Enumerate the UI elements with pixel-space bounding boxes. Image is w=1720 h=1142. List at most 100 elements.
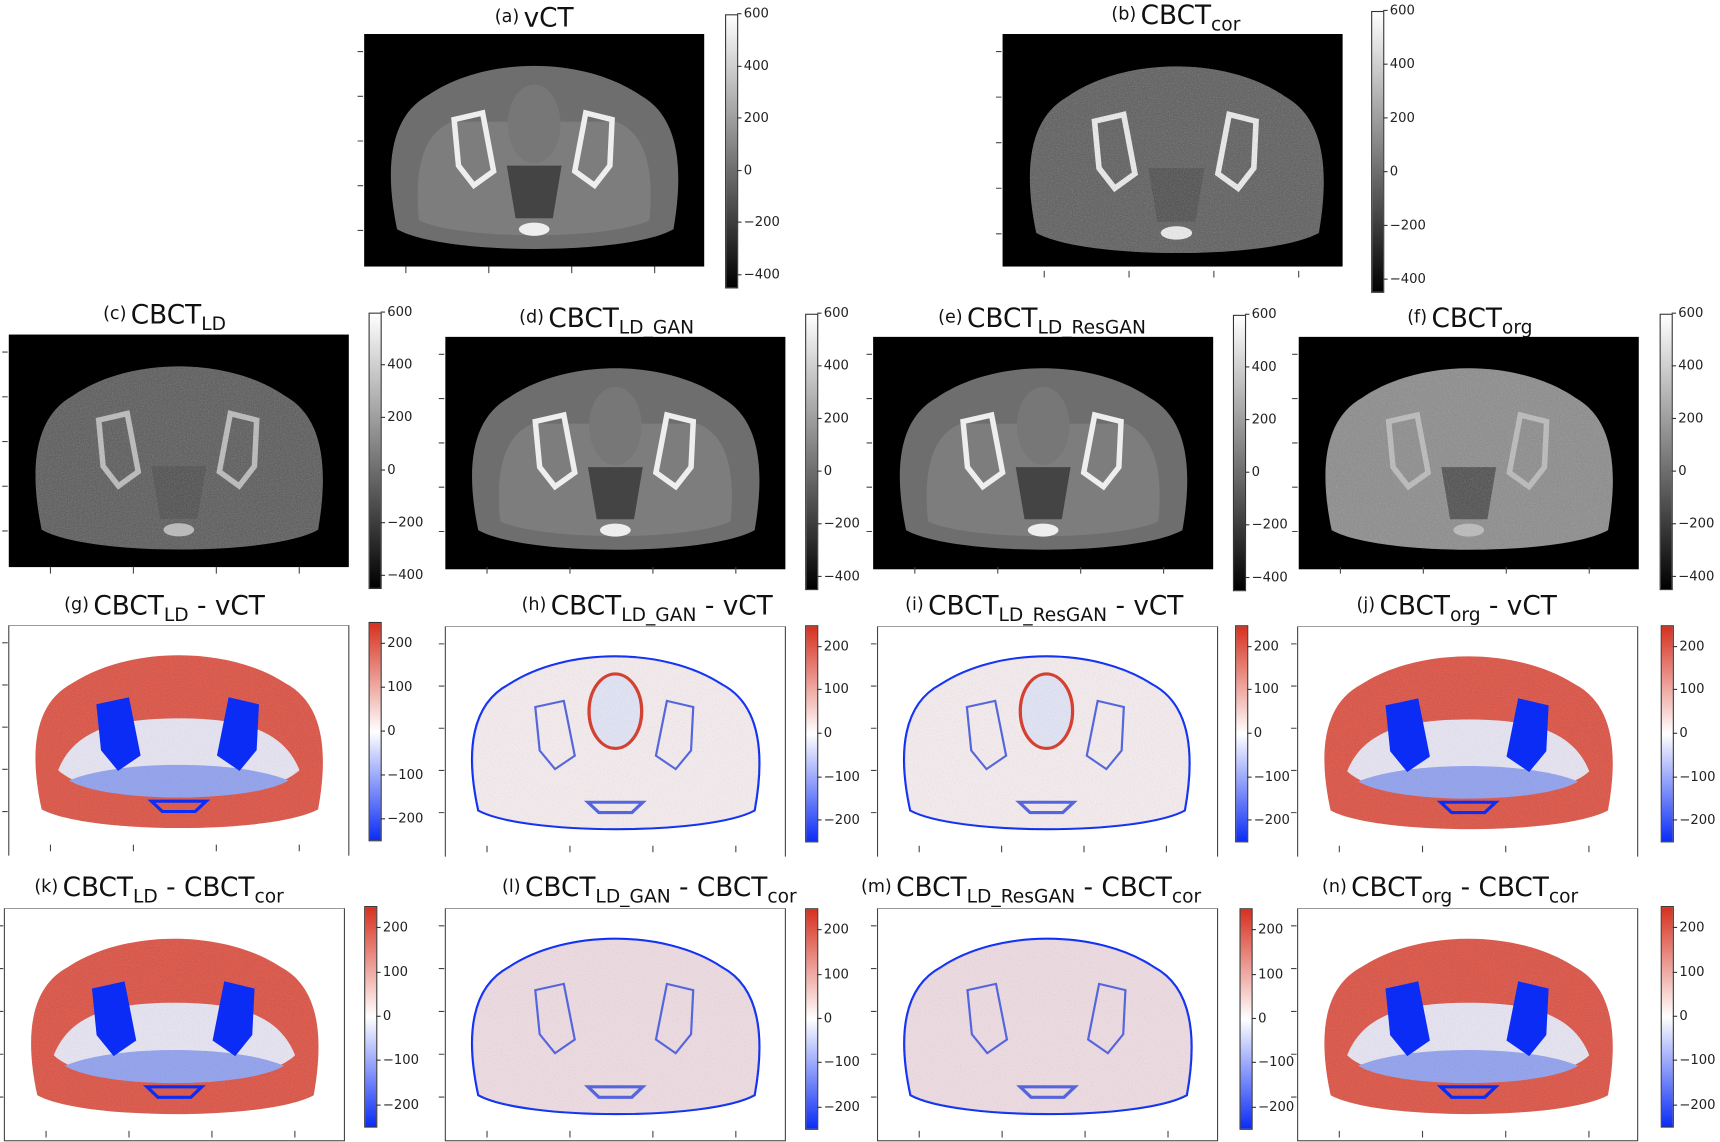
- panel-title-i: (i) CBCTLD_ResGAN - vCT: [905, 592, 1183, 624]
- coccyx-diff: [143, 1085, 206, 1099]
- colorbar-tick-label: 200: [1251, 921, 1284, 937]
- colorbar-tick-label: −200: [380, 514, 424, 530]
- panel-label: (e): [938, 306, 963, 327]
- colorbar-tick-label: 0: [380, 722, 396, 739]
- panel-label: (j): [1356, 593, 1376, 615]
- left-hip-bone: [532, 411, 578, 491]
- left-hip-bone-diff: [96, 697, 141, 771]
- panel-label: (a): [494, 5, 520, 27]
- colorbar-b: [1371, 10, 1385, 293]
- title-subscript: LD_GAN: [595, 886, 671, 909]
- title-minus: -: [1480, 590, 1507, 621]
- panel-image-l: [438, 908, 786, 1142]
- left-hip-bone-diff: [534, 699, 576, 771]
- title-subscript: LD: [133, 886, 158, 909]
- colorbar-tick-label: −200: [1244, 516, 1288, 532]
- colorbar-tick-label: −200: [1247, 811, 1290, 828]
- panel-image-k: [0, 908, 345, 1142]
- title-subscript: cor: [1211, 14, 1241, 37]
- colorbar-tick-label: 0: [1673, 725, 1688, 741]
- title-subscript: org: [1501, 317, 1533, 339]
- left-hip-bone: [960, 411, 1006, 491]
- title-base: CBCT: [967, 302, 1038, 334]
- colorbar-tick-label: 200: [817, 921, 849, 937]
- coccyx: [1027, 523, 1059, 537]
- colorbar-tick-label: 400: [1671, 357, 1704, 373]
- left-hip-bone-diff: [1385, 981, 1430, 1057]
- colorbar-tick-label: 400: [737, 57, 769, 74]
- colorbar-tick-label: 100: [817, 681, 849, 697]
- panel-title-f: (f) CBCTorg: [1407, 305, 1532, 337]
- colorbar-tick-label: −400: [1244, 569, 1288, 585]
- left-hip-bone: [451, 109, 497, 190]
- panel-image-d: [438, 336, 786, 574]
- title-base: vCT: [523, 2, 574, 33]
- title-minus: -: [670, 872, 697, 903]
- rectum-region: [506, 165, 562, 219]
- colorbar-d: [805, 313, 819, 591]
- panel-title-g: (g) CBCTLD - vCT: [64, 592, 265, 624]
- panel-title-a: (a) vCT: [495, 4, 574, 30]
- title-ref-base: vCT: [1506, 590, 1557, 621]
- noise-overlay: [1029, 66, 1324, 254]
- left-hip-bone-diff: [91, 981, 137, 1057]
- colorbar-tick-label: −100: [1672, 768, 1716, 784]
- title-minus: -: [1452, 872, 1479, 903]
- title-ref-subscript: cor: [1548, 886, 1579, 909]
- colorbar-tick-label: −200: [817, 811, 860, 828]
- colorbar-tick-label: −400: [817, 568, 860, 584]
- colorbar-tick-label: 400: [380, 356, 413, 372]
- title-minus: -: [157, 872, 184, 903]
- title-base: CBCT: [1351, 872, 1422, 903]
- title-ref-base: vCT: [722, 590, 773, 621]
- right-hip-bone-diff: [1506, 981, 1549, 1057]
- colorbar-tick-label: 0: [376, 1008, 392, 1024]
- colorbar-tick-label: −200: [817, 515, 860, 531]
- panel-image-i: [870, 626, 1219, 857]
- colorbar-tick-label: 200: [376, 919, 408, 935]
- colorbar-e: [1232, 314, 1247, 592]
- colorbar-tick-label: 100: [1251, 965, 1284, 982]
- title-base: CBCT: [550, 590, 622, 621]
- colorbar-tick-label: 200: [817, 638, 849, 654]
- panel-image-e: [866, 336, 1214, 574]
- colorbar-tick-label: −100: [1251, 1054, 1295, 1070]
- panel-image-c: [2, 334, 349, 574]
- colorbar-c: [368, 312, 382, 590]
- title-ref-base: CBCT: [696, 872, 768, 903]
- panel-image-a: [357, 34, 705, 274]
- colorbar-tick-label: −100: [817, 1054, 860, 1070]
- colorbar-tick-label: 0: [1673, 1008, 1688, 1024]
- coccyx-diff: [1436, 800, 1500, 815]
- colorbar-tick-label: 100: [817, 965, 849, 982]
- panel-label: (h): [521, 593, 547, 615]
- panel-label: (m): [860, 875, 892, 897]
- colorbar-tick-label: 400: [1245, 358, 1277, 375]
- panel-label: (l): [502, 875, 521, 897]
- colorbar-tick-label: −200: [376, 1096, 419, 1113]
- panel-label: (f): [1407, 306, 1428, 327]
- panel-label: (d): [519, 306, 544, 327]
- colorbar-tick-label: 200: [380, 635, 413, 651]
- left-hip-bone-diff: [966, 982, 1009, 1055]
- colorbar-tick-label: −100: [1247, 768, 1290, 784]
- panel-label: (k): [34, 875, 59, 897]
- panel-label: (b): [1111, 3, 1137, 25]
- colorbar-tick-label: −200: [1672, 811, 1716, 828]
- title-ref-base: CBCT: [1101, 872, 1172, 903]
- left-hip-bone-diff: [1385, 698, 1430, 772]
- coccyx-diff: [147, 799, 211, 814]
- bladder: [589, 386, 642, 465]
- colorbar-tick-label: 0: [380, 461, 396, 478]
- colorbar-tick-label: 0: [737, 162, 753, 178]
- colorbar-tick-label: 0: [1247, 725, 1263, 741]
- colorbar-tick-label: 200: [1383, 109, 1415, 125]
- title-ref-subscript: cor: [1171, 886, 1202, 909]
- noise-overlay: [31, 938, 319, 1115]
- panel-title-e: (e) CBCTLD_ResGAN: [938, 302, 1146, 337]
- title-ref-base: CBCT: [183, 872, 255, 903]
- panel-image-f: [1292, 336, 1639, 574]
- title-base: CBCT: [1379, 590, 1450, 621]
- title-subscript: LD_GAN: [621, 604, 697, 627]
